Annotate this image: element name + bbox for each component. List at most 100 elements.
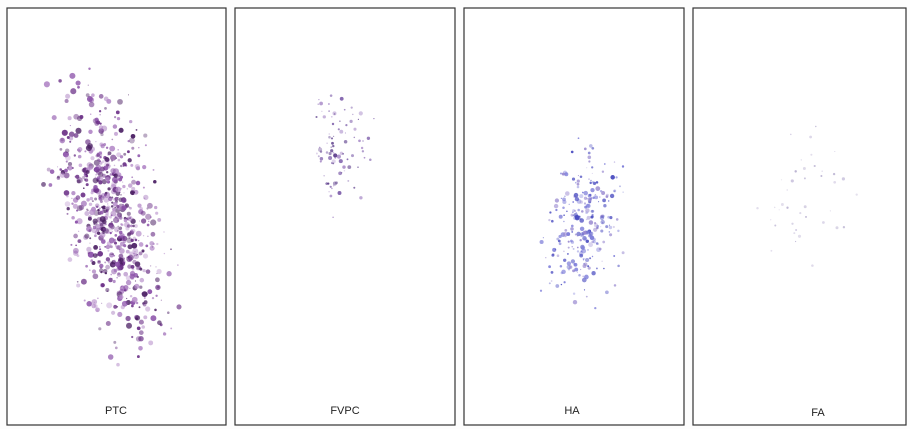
stain-dot	[577, 247, 579, 249]
stain-dot	[339, 159, 343, 163]
stain-dot	[561, 270, 565, 274]
stain-dot	[145, 306, 150, 311]
stain-dot	[347, 180, 349, 182]
stain-dot	[49, 183, 53, 187]
stain-dot	[588, 156, 592, 160]
stain-dot	[163, 231, 164, 232]
stain-dot	[793, 232, 795, 234]
stain-dot	[156, 243, 158, 245]
stain-dot	[135, 280, 136, 281]
stain-dot	[89, 166, 93, 170]
stain-dot	[335, 155, 336, 156]
stain-dot	[142, 291, 148, 297]
stain-dot	[339, 130, 343, 134]
stain-dot	[570, 240, 573, 243]
stain-dot	[563, 250, 565, 252]
stain-dot	[102, 174, 106, 178]
stain-dot	[88, 130, 92, 134]
stain-dot	[84, 211, 89, 216]
stain-dot	[109, 196, 111, 198]
stain-dot	[119, 295, 123, 299]
stain-dot	[131, 187, 135, 191]
stain-dot	[607, 216, 610, 219]
stain-dot	[580, 176, 583, 179]
stain-dot	[74, 133, 79, 138]
stain-dot	[110, 168, 115, 173]
stain-dot	[119, 231, 123, 235]
stain-dot	[90, 261, 91, 262]
stain-dot	[119, 128, 124, 133]
stain-dot	[65, 99, 69, 103]
stain-dot	[548, 265, 551, 268]
stain-dot	[114, 132, 118, 136]
stain-dot	[105, 288, 109, 292]
stain-dot	[587, 265, 589, 267]
stain-dot	[76, 195, 81, 200]
stain-dot	[574, 263, 578, 267]
stain-dot	[101, 206, 103, 208]
stain-dot	[98, 197, 102, 201]
stain-dot	[123, 272, 128, 277]
stain-dot	[99, 248, 101, 250]
stain-dot	[801, 159, 802, 160]
stain-dot	[598, 201, 599, 202]
stain-dot	[137, 154, 140, 157]
stain-dot	[131, 180, 136, 185]
stain-dot	[613, 189, 616, 192]
stain-dot	[842, 177, 845, 180]
stain-dot	[130, 295, 132, 297]
stain-dot	[64, 190, 70, 196]
stain-dot	[571, 231, 573, 233]
stain-dot	[137, 355, 140, 358]
stain-dot	[69, 141, 71, 143]
stain-dot	[70, 244, 72, 246]
stain-dot	[601, 191, 605, 195]
stain-dot	[331, 137, 333, 139]
stain-dot	[98, 180, 102, 184]
stain-dot	[794, 170, 796, 172]
stain-dot	[606, 195, 609, 198]
stain-dot	[106, 321, 111, 326]
stain-dot	[104, 246, 106, 248]
stain-dot	[93, 245, 98, 250]
stain-dot	[50, 169, 55, 174]
stain-dot	[548, 219, 550, 221]
stain-dot	[155, 295, 157, 297]
stain-dot	[117, 306, 119, 308]
stain-dot	[584, 289, 585, 290]
stain-dot	[131, 134, 136, 139]
stain-dot	[84, 234, 89, 239]
stain-dot	[609, 225, 610, 226]
stain-dot	[67, 207, 70, 210]
stain-dot	[117, 226, 119, 228]
stain-dot	[117, 230, 118, 231]
stain-dot	[111, 311, 115, 315]
stain-dot	[609, 226, 612, 229]
stain-dot	[123, 192, 124, 193]
stain-dot	[323, 115, 326, 118]
stain-dot	[119, 258, 123, 262]
stain-dot	[580, 250, 582, 252]
stain-dot	[102, 209, 104, 211]
stain-dot	[122, 185, 125, 188]
stain-dot	[87, 252, 89, 254]
stain-dot	[120, 242, 125, 247]
stain-dot	[115, 347, 118, 350]
stain-dot	[332, 217, 334, 219]
stain-dot	[121, 205, 126, 210]
stain-dot	[572, 201, 574, 203]
stain-dot	[71, 203, 73, 205]
stain-dot	[152, 297, 154, 299]
stain-dot	[65, 94, 70, 99]
stain-dot	[106, 206, 111, 211]
stain-dot	[619, 185, 621, 187]
panel: FVPC	[235, 8, 455, 425]
stain-dot	[88, 229, 91, 232]
stain-dot	[137, 326, 141, 330]
stain-dot	[97, 260, 101, 264]
stain-dot	[575, 215, 580, 220]
stain-dot	[594, 223, 598, 227]
stain-dot	[581, 210, 584, 213]
stain-dot	[562, 207, 565, 210]
stain-dot	[586, 219, 588, 221]
